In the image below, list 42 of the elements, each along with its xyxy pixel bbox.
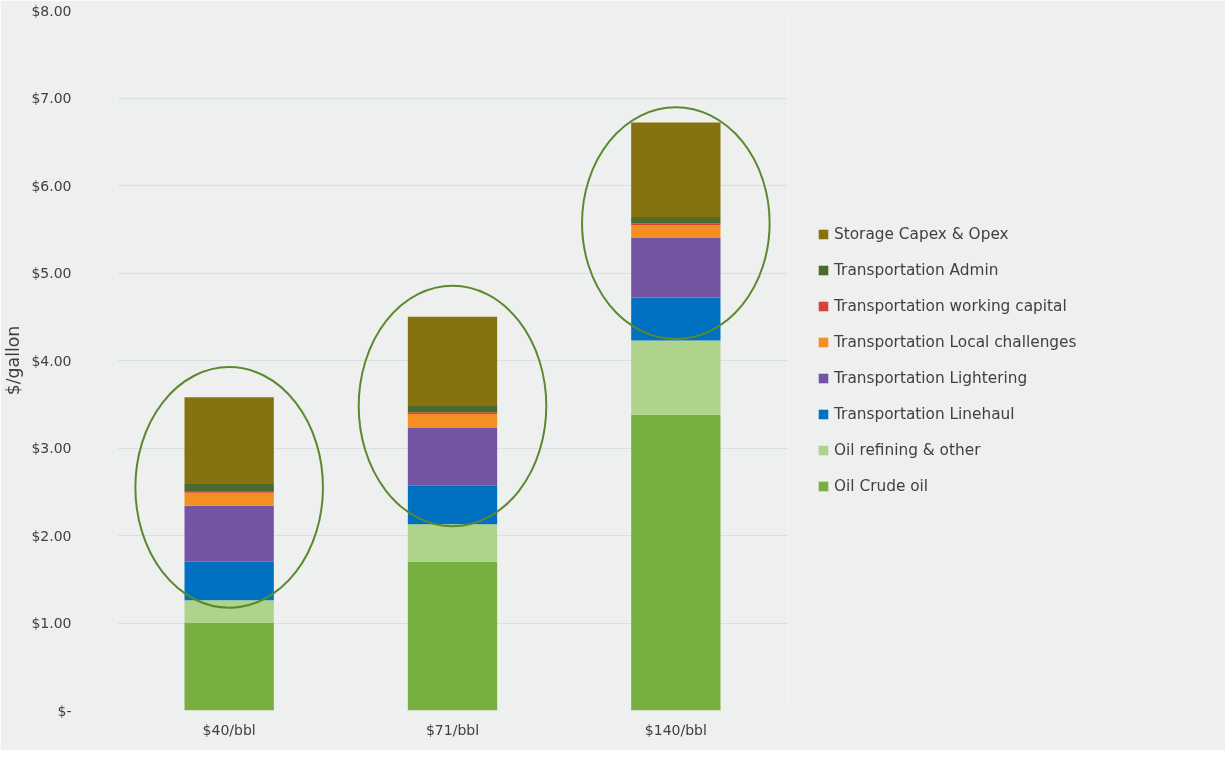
legend-label: Storage Capex & Opex <box>834 225 1009 243</box>
y-axis-title: $/gallon <box>3 325 24 396</box>
y-tick-label: $3.00 <box>31 440 72 456</box>
bar <box>184 561 274 601</box>
bar <box>631 238 721 298</box>
bar <box>631 122 721 217</box>
x-tick-label: $140/bbl <box>644 721 707 738</box>
bar <box>407 427 498 486</box>
y-tick-label: $4.00 <box>31 352 72 369</box>
legend-label: Oil Crude oil <box>834 477 929 495</box>
x-tick-label: $40/bbl <box>202 721 256 738</box>
bar <box>631 414 721 711</box>
y-tick-label: $7.00 <box>31 90 72 106</box>
bar <box>407 413 498 428</box>
legend-label: Transportation working capital <box>834 297 1067 315</box>
bar <box>184 397 274 484</box>
legend-label: Transportation Lightering <box>834 369 1028 387</box>
bar <box>184 623 274 711</box>
y-tick-label: $8.00 <box>31 2 72 19</box>
bar <box>631 224 721 238</box>
bar <box>407 561 498 711</box>
x-tick-label: $71/bbl <box>425 721 480 738</box>
y-tick-label: $- <box>57 702 72 719</box>
bar <box>184 505 274 562</box>
bar <box>631 340 721 415</box>
legend-label: Oil refining & other <box>834 441 981 459</box>
legend-label: Transportation Admin <box>834 261 999 279</box>
bar <box>407 316 498 406</box>
bar <box>631 297 721 341</box>
bar <box>184 492 274 506</box>
bar <box>407 485 498 525</box>
y-tick-label: $6.00 <box>31 177 72 194</box>
y-tick-label: $2.00 <box>31 527 72 544</box>
y-tick-label: $5.00 <box>31 265 72 281</box>
bar <box>184 483 274 491</box>
legend-label: Transportation Linehaul <box>834 405 1015 423</box>
bar <box>631 217 721 224</box>
y-tick-label: $1.00 <box>31 615 72 631</box>
legend-label: Transportation Local challenges <box>834 333 1077 351</box>
bar <box>407 406 498 413</box>
bar <box>407 524 498 562</box>
bar <box>184 600 274 623</box>
